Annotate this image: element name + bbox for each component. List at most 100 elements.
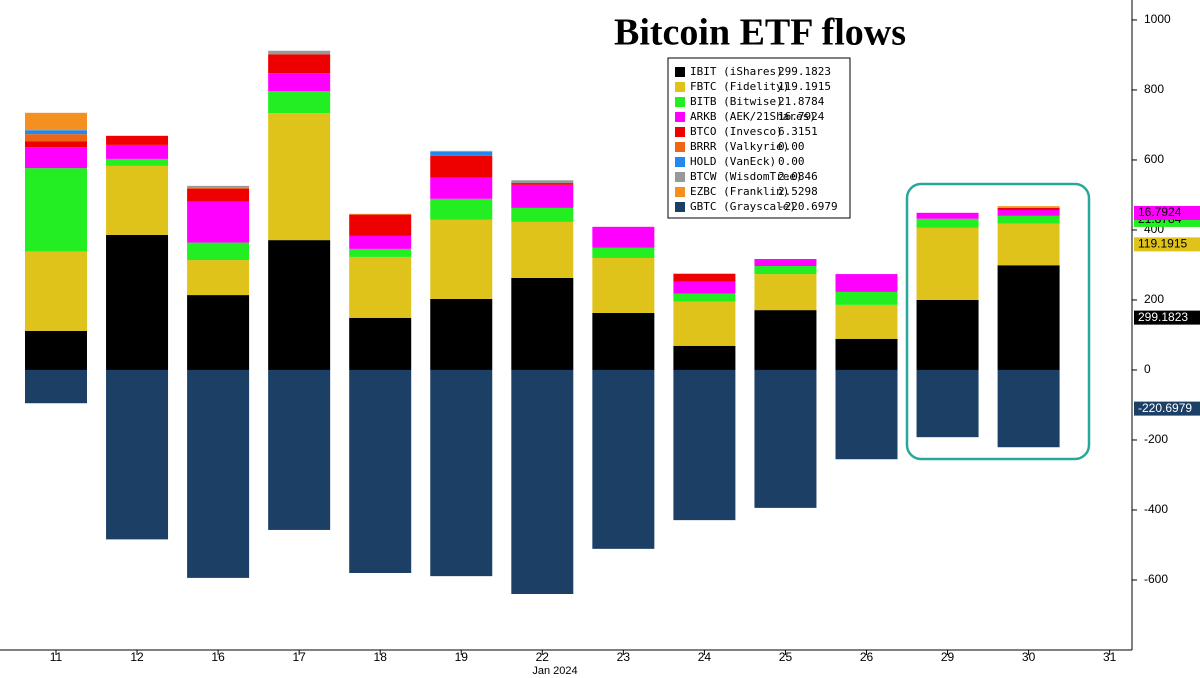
- legend-swatch: [675, 127, 685, 137]
- legend-swatch: [675, 67, 685, 77]
- bar-segment: [25, 147, 87, 169]
- bar-segment: [754, 310, 817, 370]
- bar-segment: [511, 207, 574, 222]
- x-tick-label: 16: [211, 650, 225, 664]
- bar-segment: [25, 369, 87, 404]
- bar-segment: [997, 210, 1060, 216]
- legend-value: 299.1823: [778, 65, 831, 78]
- bar-segment: [997, 207, 1060, 208]
- bar-segment: [268, 73, 331, 92]
- bar-segment: [106, 234, 169, 370]
- x-tick-label: 24: [698, 650, 712, 664]
- bar-segment: [25, 168, 87, 252]
- bar-segment: [187, 369, 250, 578]
- bar-segment: [997, 215, 1060, 224]
- y-tick-label: 800: [1144, 82, 1164, 96]
- legend-value: 2.0846: [778, 170, 818, 183]
- bar-segment: [349, 213, 412, 215]
- y-tick-label: 600: [1144, 152, 1164, 166]
- bar-segment: [916, 212, 979, 219]
- legend-label: HOLD (VanEck): [690, 155, 776, 168]
- bar-segment: [25, 330, 87, 370]
- axis-tag-label: 119.1915: [1138, 237, 1187, 251]
- bar-segment: [673, 301, 736, 346]
- legend-label: IBIT (iShares): [690, 65, 783, 78]
- legend-label: ARKB (AEK/21Shares): [690, 110, 816, 123]
- bar-segment: [25, 134, 87, 142]
- bar-segment: [430, 369, 493, 577]
- bar-segment: [997, 223, 1060, 266]
- bar-segment: [106, 369, 169, 540]
- bar-segment: [511, 369, 574, 594]
- bar-segment: [187, 187, 250, 189]
- bar-segment: [916, 299, 979, 370]
- bar-segment: [754, 259, 817, 267]
- legend-label: BRRR (Valkyrie): [690, 140, 789, 153]
- legend-label: BTCW (WisdomTree): [690, 170, 803, 183]
- x-tick-label: 11: [50, 650, 63, 664]
- y-tick-label: -200: [1144, 432, 1168, 446]
- legend-value: 6.3151: [778, 125, 818, 138]
- y-tick-label: -600: [1144, 572, 1168, 586]
- legend-swatch: [675, 157, 685, 167]
- bar-segment: [430, 177, 493, 199]
- legend-swatch: [675, 142, 685, 152]
- axis-tag: [1134, 205, 1200, 220]
- bar-segment: [916, 227, 979, 300]
- bar-segment: [673, 369, 736, 521]
- x-tick-label: 19: [455, 650, 469, 664]
- chart-title: Bitcoin ETF flows: [614, 12, 906, 54]
- bar-segment: [430, 151, 493, 156]
- legend-label: FBTC (Fidelity): [690, 80, 789, 93]
- legend-value: 119.1915: [778, 80, 831, 93]
- y-tick-label: -400: [1144, 502, 1168, 516]
- bar-segment: [187, 295, 250, 370]
- legend-value: 16.7924: [778, 110, 825, 123]
- legend: IBIT (iShares)299.1823 FBTC (Fidelity)119…: [675, 65, 838, 213]
- legend-value: 0.00: [778, 155, 805, 168]
- legend-swatch: [675, 97, 685, 107]
- bar-segment: [187, 185, 250, 188]
- bar-segment: [997, 207, 1060, 211]
- bar-segment: [430, 150, 493, 152]
- bar-segment: [430, 298, 493, 370]
- legend-swatch: [675, 187, 685, 197]
- legend-value: 2.5298: [778, 185, 818, 198]
- bar-segment: [25, 112, 87, 130]
- bar-segment: [349, 248, 412, 257]
- bar-segment: [754, 369, 817, 508]
- axis-tag-label: 16.7924: [1138, 205, 1182, 219]
- bar-segment: [430, 155, 493, 178]
- legend-label: BITB (Bitwise): [690, 95, 783, 108]
- bar-segment: [268, 91, 331, 114]
- bar-segment: [511, 180, 574, 184]
- bar-segment: [673, 345, 736, 370]
- bar-segment: [25, 251, 87, 331]
- axis-tag: [1134, 237, 1200, 252]
- bar-segment: [673, 293, 736, 302]
- bar-segment: [592, 312, 655, 370]
- bar-segment: [511, 183, 574, 185]
- bar-segment: [430, 219, 493, 299]
- x-tick-label: 18: [374, 650, 388, 664]
- bar-segment: [754, 266, 817, 275]
- bar-segment: [754, 274, 817, 311]
- x-tick-label: 25: [779, 650, 793, 664]
- x-tick-label: 30: [1022, 650, 1036, 664]
- bar-segment: [511, 221, 574, 278]
- x-tick-label: 17: [292, 650, 306, 664]
- bar-segment: [106, 135, 169, 145]
- bar-segment: [268, 369, 331, 530]
- bar-segment: [187, 260, 250, 296]
- bar-segment: [106, 144, 169, 159]
- bar-segment: [349, 235, 412, 249]
- bar-segment: [25, 130, 87, 135]
- bar-segment: [349, 369, 412, 573]
- y-tick-label: 1000: [1144, 12, 1171, 26]
- legend-label: GBTC (Grayscale): [690, 200, 796, 213]
- bar-segment: [349, 214, 412, 236]
- bar-segment: [997, 206, 1060, 208]
- bar-segment: [673, 281, 736, 294]
- y-tick-label: 0: [1144, 362, 1151, 376]
